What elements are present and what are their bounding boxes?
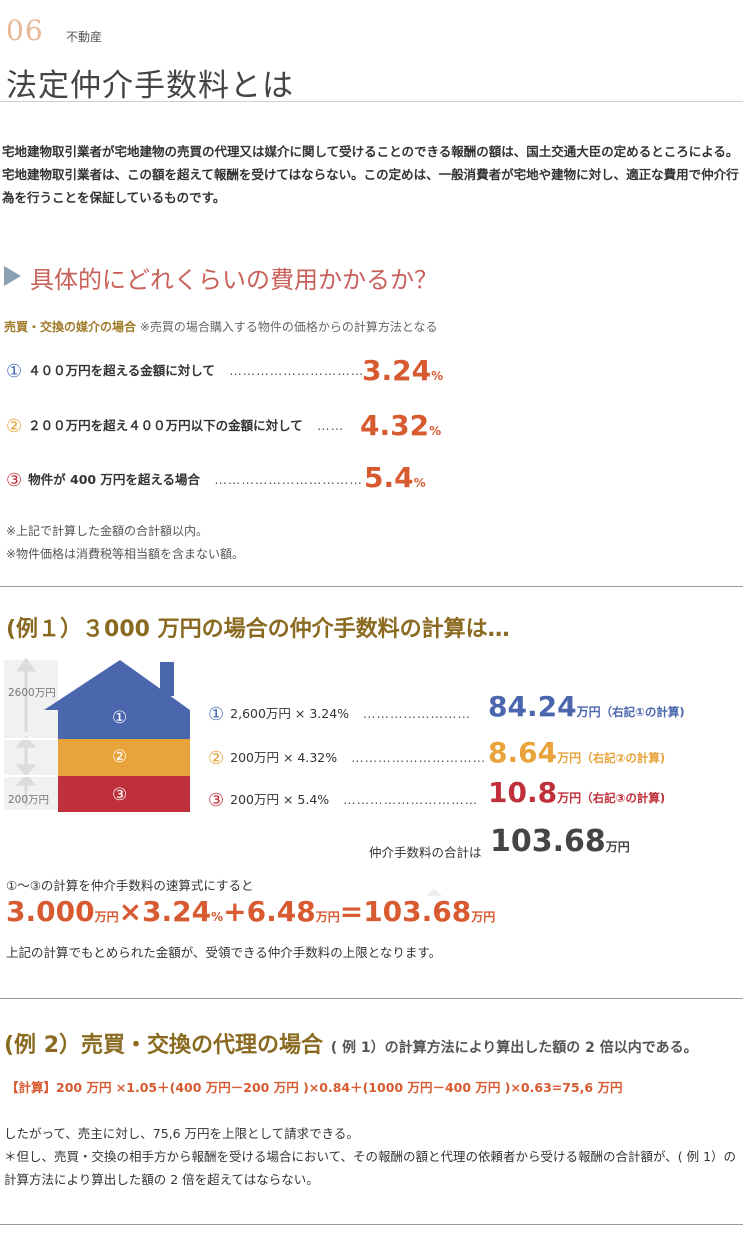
calc-row: ③ 200万円 × 5.4% ………………………… xyxy=(208,789,478,811)
section-divider xyxy=(0,998,743,999)
house-mark: ② xyxy=(112,747,128,767)
example2-calc: 【計算】200 万円 ×1.05＋(400 万円－200 万円 )×0.84＋(… xyxy=(6,1080,623,1095)
leader-dots: ………………………… xyxy=(343,792,479,807)
example2-body: したがって、売主に対し、75,6 万円を上限として請求できる。 ＊但し、売買・交… xyxy=(4,1126,737,1187)
leader-dots: ………………………… xyxy=(351,750,487,765)
category-label: 不動産 xyxy=(66,30,103,44)
rate-mark: ② xyxy=(6,416,23,437)
house-diagram xyxy=(4,657,190,812)
intro-text: 宅地建物取引業者が宅地建物の売買の代理又は媒介に関して受けることのできる報酬の額… xyxy=(2,144,739,205)
leader-dots: …………………………… xyxy=(214,472,363,487)
rate-value: 4.32% xyxy=(360,409,442,442)
section-number: 06 xyxy=(6,14,44,47)
section-heading: 具体的にどれくらいの費用かかるか？ xyxy=(30,266,438,294)
rate-value: 3.24% xyxy=(362,354,444,387)
page-title: 法定仲介手数料とは xyxy=(6,68,294,104)
leader-dots: …… xyxy=(317,418,345,433)
section-divider xyxy=(0,1224,743,1225)
calc-row: ② 200万円 × 4.32% ………………………… xyxy=(208,747,486,769)
subtitle-note: ※売買の場合購入する物件の価格からの計算方法となる xyxy=(139,320,438,334)
rate-label: ２００万円を超え４００万円以下の金額に対して xyxy=(28,418,303,433)
subtitle-label: 売買・交換の媒介の場合 xyxy=(4,320,137,334)
calc-mark: ① xyxy=(208,704,225,725)
rate-label: ４００万円を超える金額に対して xyxy=(28,363,215,378)
example1-heading: (例１）３000 万円の場合の仲介手数料の計算は… xyxy=(6,617,510,642)
section-subtitle: 売買・交換の媒介の場合 ※売買の場合購入する物件の価格からの計算方法となる xyxy=(4,318,438,335)
formula: 3.000万円×3.24%+6.48万円=103.68万円 xyxy=(6,895,496,928)
rate-row: ③ 物件が 400 万円を超える場合 …………………………… xyxy=(6,469,363,491)
calc-result: 8.64万円（右記②の計算) xyxy=(488,736,666,769)
triangle-arrow-icon xyxy=(4,266,21,286)
house-mark: ③ xyxy=(112,785,128,805)
rate-value: 5.4% xyxy=(364,461,426,494)
calc-mark: ③ xyxy=(208,790,225,811)
formula-note: 上記の計算でもとめられた金額が、受領できる仲介手数料の上限となります。 xyxy=(6,945,442,960)
example2-heading: (例 2）売買・交換の代理の場合 ( 例 1）の計算方法により算出した額の 2 … xyxy=(4,1033,698,1058)
total-value: 103.68万円 xyxy=(490,824,630,859)
calc-expr: 2,600万円 × 3.24% xyxy=(230,706,350,721)
scale-bottom-label: 200万円 xyxy=(8,794,50,806)
rate-mark: ③ xyxy=(6,470,23,491)
rate-label: 物件が 400 万円を超える場合 xyxy=(28,472,201,487)
rate-mark: ① xyxy=(6,361,23,382)
calc-expr: 200万円 × 5.4% xyxy=(230,792,330,807)
note: ※物件価格は消費税等相当額を含まない額。 xyxy=(6,547,245,561)
leader-dots: ………………………… xyxy=(229,363,365,378)
total-label: 仲介手数料の合計は xyxy=(369,845,482,860)
calc-result: 10.8万円（右記③の計算) xyxy=(488,776,666,809)
title-divider xyxy=(0,101,743,102)
house-mark: ① xyxy=(112,708,128,728)
up-arrow-icon xyxy=(426,888,442,896)
calc-result: 84.24万円（右記①の計算) xyxy=(488,690,685,723)
calc-expr: 200万円 × 4.32% xyxy=(230,750,338,765)
section-divider xyxy=(0,586,743,587)
rate-row: ① ４００万円を超える金額に対して ………………………… xyxy=(6,360,364,382)
leader-dots: …………………… xyxy=(363,706,472,721)
calc-mark: ② xyxy=(208,748,225,769)
note: ※上記で計算した金額の合計額以内。 xyxy=(6,524,209,538)
scale-top-label: 2600万円 xyxy=(8,687,56,699)
calc-row: ① 2,600万円 × 3.24% …………………… xyxy=(208,703,471,725)
rate-row: ② ２００万円を超え４００万円以下の金額に対して …… xyxy=(6,415,344,437)
formula-intro: ①～③の計算を仲介手数料の速算式にすると xyxy=(6,878,254,893)
